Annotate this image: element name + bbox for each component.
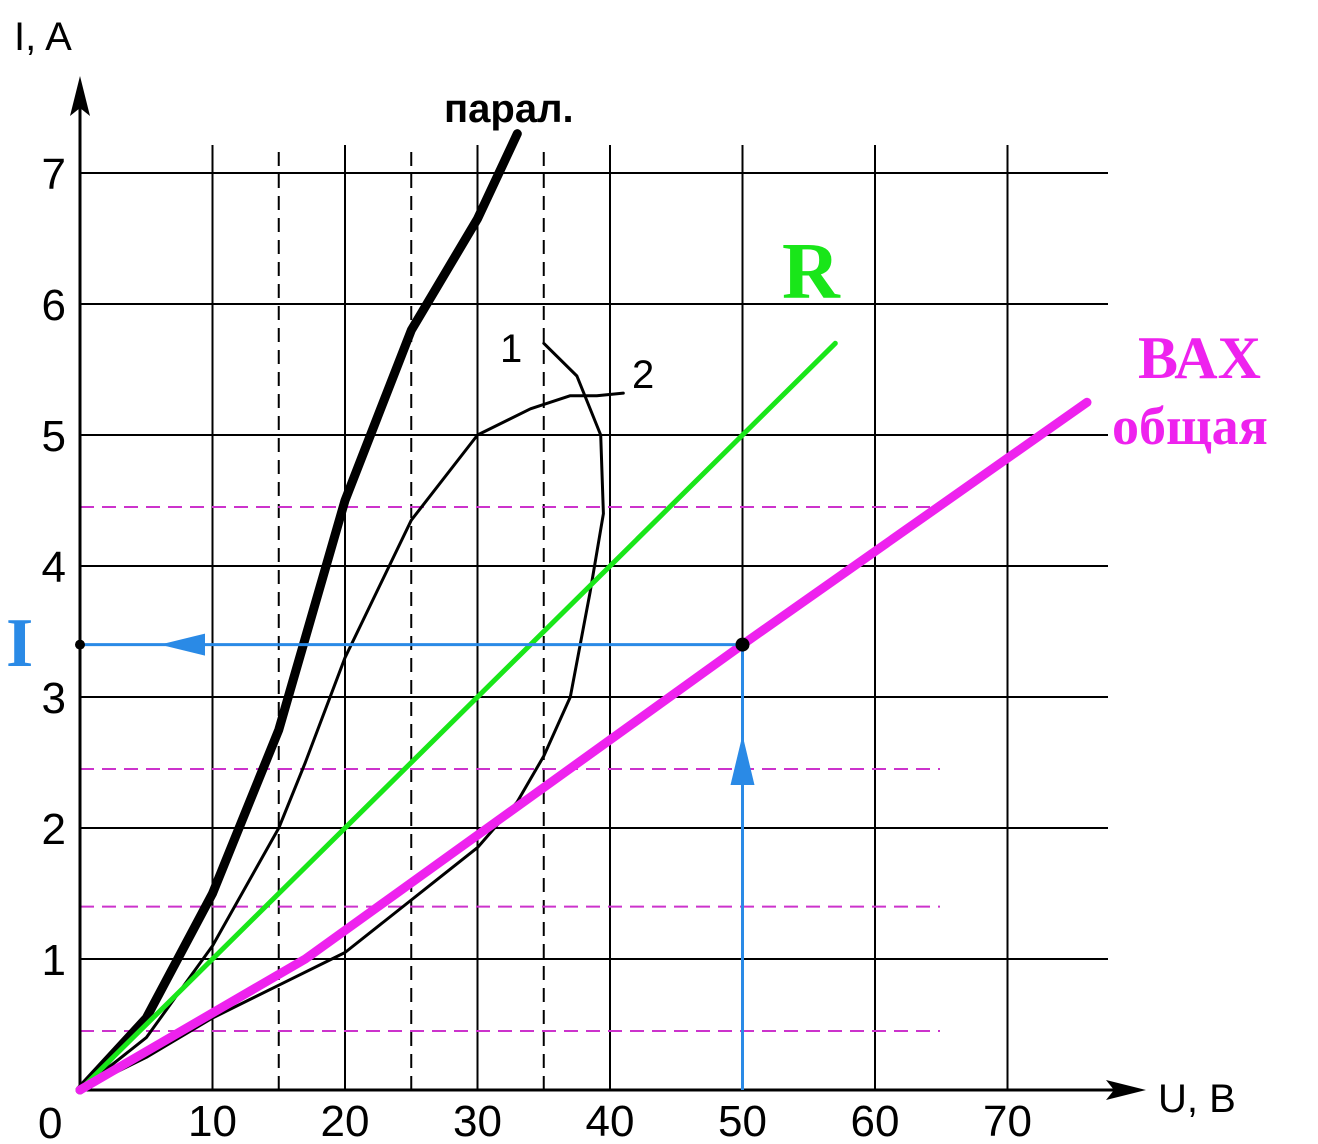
series-line-0 xyxy=(75,129,522,1095)
series-line-4 xyxy=(75,397,1092,1095)
y-tick-label-3: 3 xyxy=(42,674,66,723)
projection-left-arrow xyxy=(160,633,205,656)
curve-1-label: 1 xyxy=(500,327,522,371)
series-line-2 xyxy=(78,341,605,1092)
y-axis-arrow xyxy=(70,76,90,116)
operating-point xyxy=(735,637,750,652)
dashed-guides xyxy=(80,145,940,1090)
operating-point-projection xyxy=(75,633,755,1090)
axes xyxy=(70,76,1146,1100)
y-tick-label-4: 4 xyxy=(42,543,66,592)
x-tick-label-60: 60 xyxy=(851,1097,900,1144)
r-line-label: R xyxy=(782,228,841,316)
y-axis-title: I, A xyxy=(14,15,72,59)
y-tick-label-5: 5 xyxy=(42,412,66,461)
x-tick-label-70: 70 xyxy=(983,1097,1032,1144)
curve-2-label: 2 xyxy=(632,353,654,397)
parallel-curve-label: парал. xyxy=(444,87,574,131)
series-line-3 xyxy=(77,340,838,1093)
x-axis-arrow xyxy=(1106,1080,1146,1100)
projection-up-arrow xyxy=(730,735,755,785)
current-label: I xyxy=(6,605,33,682)
grid xyxy=(80,145,1108,1090)
x-tick-label-40: 40 xyxy=(586,1097,635,1144)
series-line-1 xyxy=(78,391,625,1092)
tick-labels: 10 20 30 40 50 60 70 1 2 3 4 5 6 7 xyxy=(42,150,1032,1144)
x-axis-title: U, B xyxy=(1158,1077,1236,1121)
vax-label-line1: ВАХ xyxy=(1138,325,1261,391)
series xyxy=(75,129,1092,1095)
x-tick-label-30: 30 xyxy=(453,1097,502,1144)
x-tick-label-50: 50 xyxy=(718,1097,767,1144)
operating-point-y-marker xyxy=(75,639,85,650)
x-tick-label-10: 10 xyxy=(188,1097,237,1144)
y-tick-label-7: 7 xyxy=(42,150,66,199)
vax-label-line2: общая xyxy=(1112,396,1268,456)
y-tick-label-1: 1 xyxy=(42,936,66,985)
x-tick-label-20: 20 xyxy=(321,1097,370,1144)
y-tick-label-2: 2 xyxy=(42,805,66,854)
origin-label: 0 xyxy=(38,1099,62,1144)
y-tick-label-6: 6 xyxy=(42,281,66,330)
